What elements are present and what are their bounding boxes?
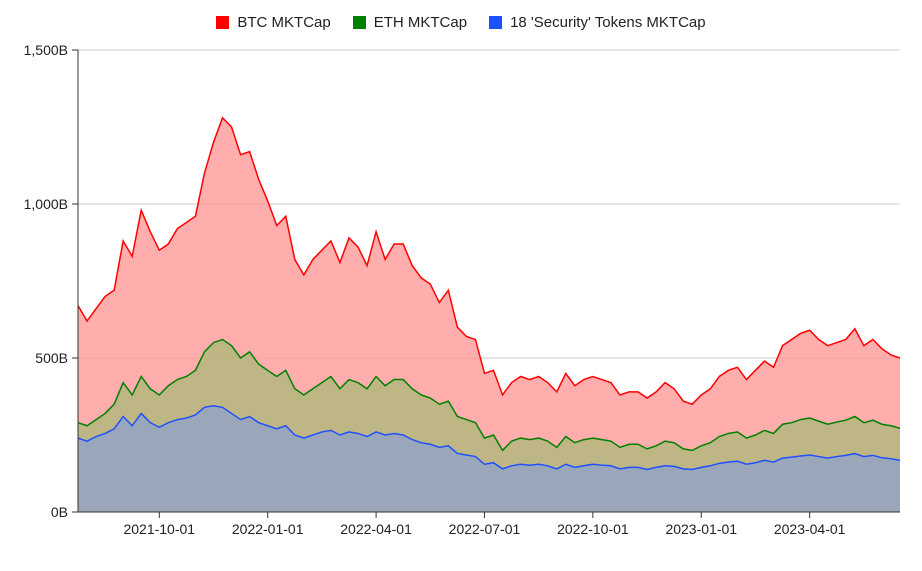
legend-item-sec: 18 'Security' Tokens MKTCap [489, 14, 706, 31]
svg-text:500B: 500B [35, 350, 68, 366]
svg-text:2022-07-01: 2022-07-01 [449, 521, 521, 537]
chart-svg: 0B 500B 1,000B 1,500B 2021-10-01 2022-01-01 20… [0, 0, 922, 571]
svg-text:2022-04-01: 2022-04-01 [340, 521, 412, 537]
svg-text:2022-01-01: 2022-01-01 [232, 521, 304, 537]
legend-label-eth: ETH MKTCap [374, 14, 467, 31]
legend-swatch-sec [489, 16, 502, 29]
legend: BTC MKTCap ETH MKTCap 18 'Security' Toke… [0, 14, 922, 31]
svg-text:2022-10-01: 2022-10-01 [557, 521, 629, 537]
svg-text:2023-04-01: 2023-04-01 [774, 521, 846, 537]
svg-text:2021-10-01: 2021-10-01 [123, 521, 195, 537]
legend-label-sec: 18 'Security' Tokens MKTCap [510, 14, 706, 31]
legend-item-btc: BTC MKTCap [216, 14, 330, 31]
svg-text:1,500B: 1,500B [24, 42, 68, 58]
legend-swatch-btc [216, 16, 229, 29]
svg-text:1,000B: 1,000B [24, 196, 68, 212]
legend-item-eth: ETH MKTCap [353, 14, 467, 31]
chart-container: BTC MKTCap ETH MKTCap 18 'Security' Toke… [0, 0, 922, 571]
svg-text:0B: 0B [51, 504, 68, 520]
legend-swatch-eth [353, 16, 366, 29]
svg-text:2023-01-01: 2023-01-01 [665, 521, 737, 537]
legend-label-btc: BTC MKTCap [237, 14, 330, 31]
